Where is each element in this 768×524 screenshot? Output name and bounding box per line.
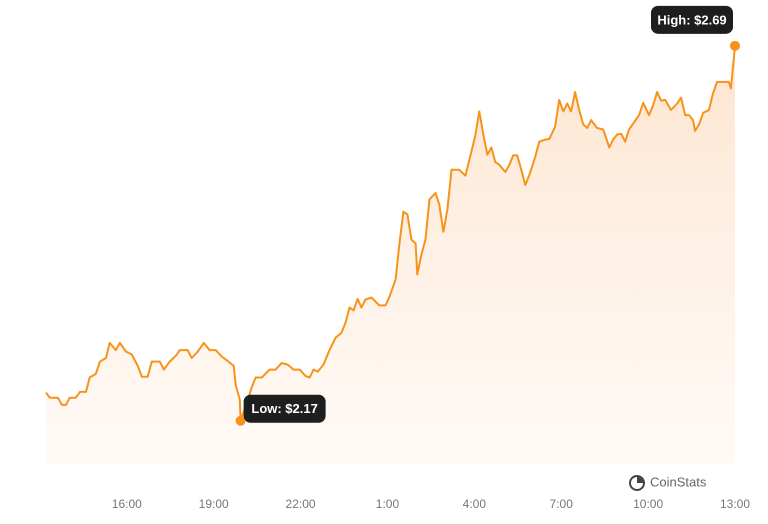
annotation-box [651,5,733,34]
x-tick-label: 13:00 [720,497,750,511]
x-tick-label: 16:00 [112,497,142,511]
x-tick-label: 4:00 [463,497,487,511]
x-tick-label: 7:00 [550,497,574,511]
annotation-label: Low: $2.17 [251,401,317,416]
annotation-label: High: $2.69 [657,12,726,27]
extreme-dot [730,40,740,51]
watermark: CoinStats [650,474,707,489]
x-tick-label: 1:00 [376,497,400,511]
area-fill [46,45,735,465]
annotation-box [243,394,326,423]
x-tick-label: 22:00 [286,497,316,511]
x-tick-label: 19:00 [199,497,229,511]
price-line [45,45,736,422]
watermark-logo [629,475,645,491]
extreme-dot [235,415,246,426]
x-tick-label: 10:00 [633,497,663,511]
